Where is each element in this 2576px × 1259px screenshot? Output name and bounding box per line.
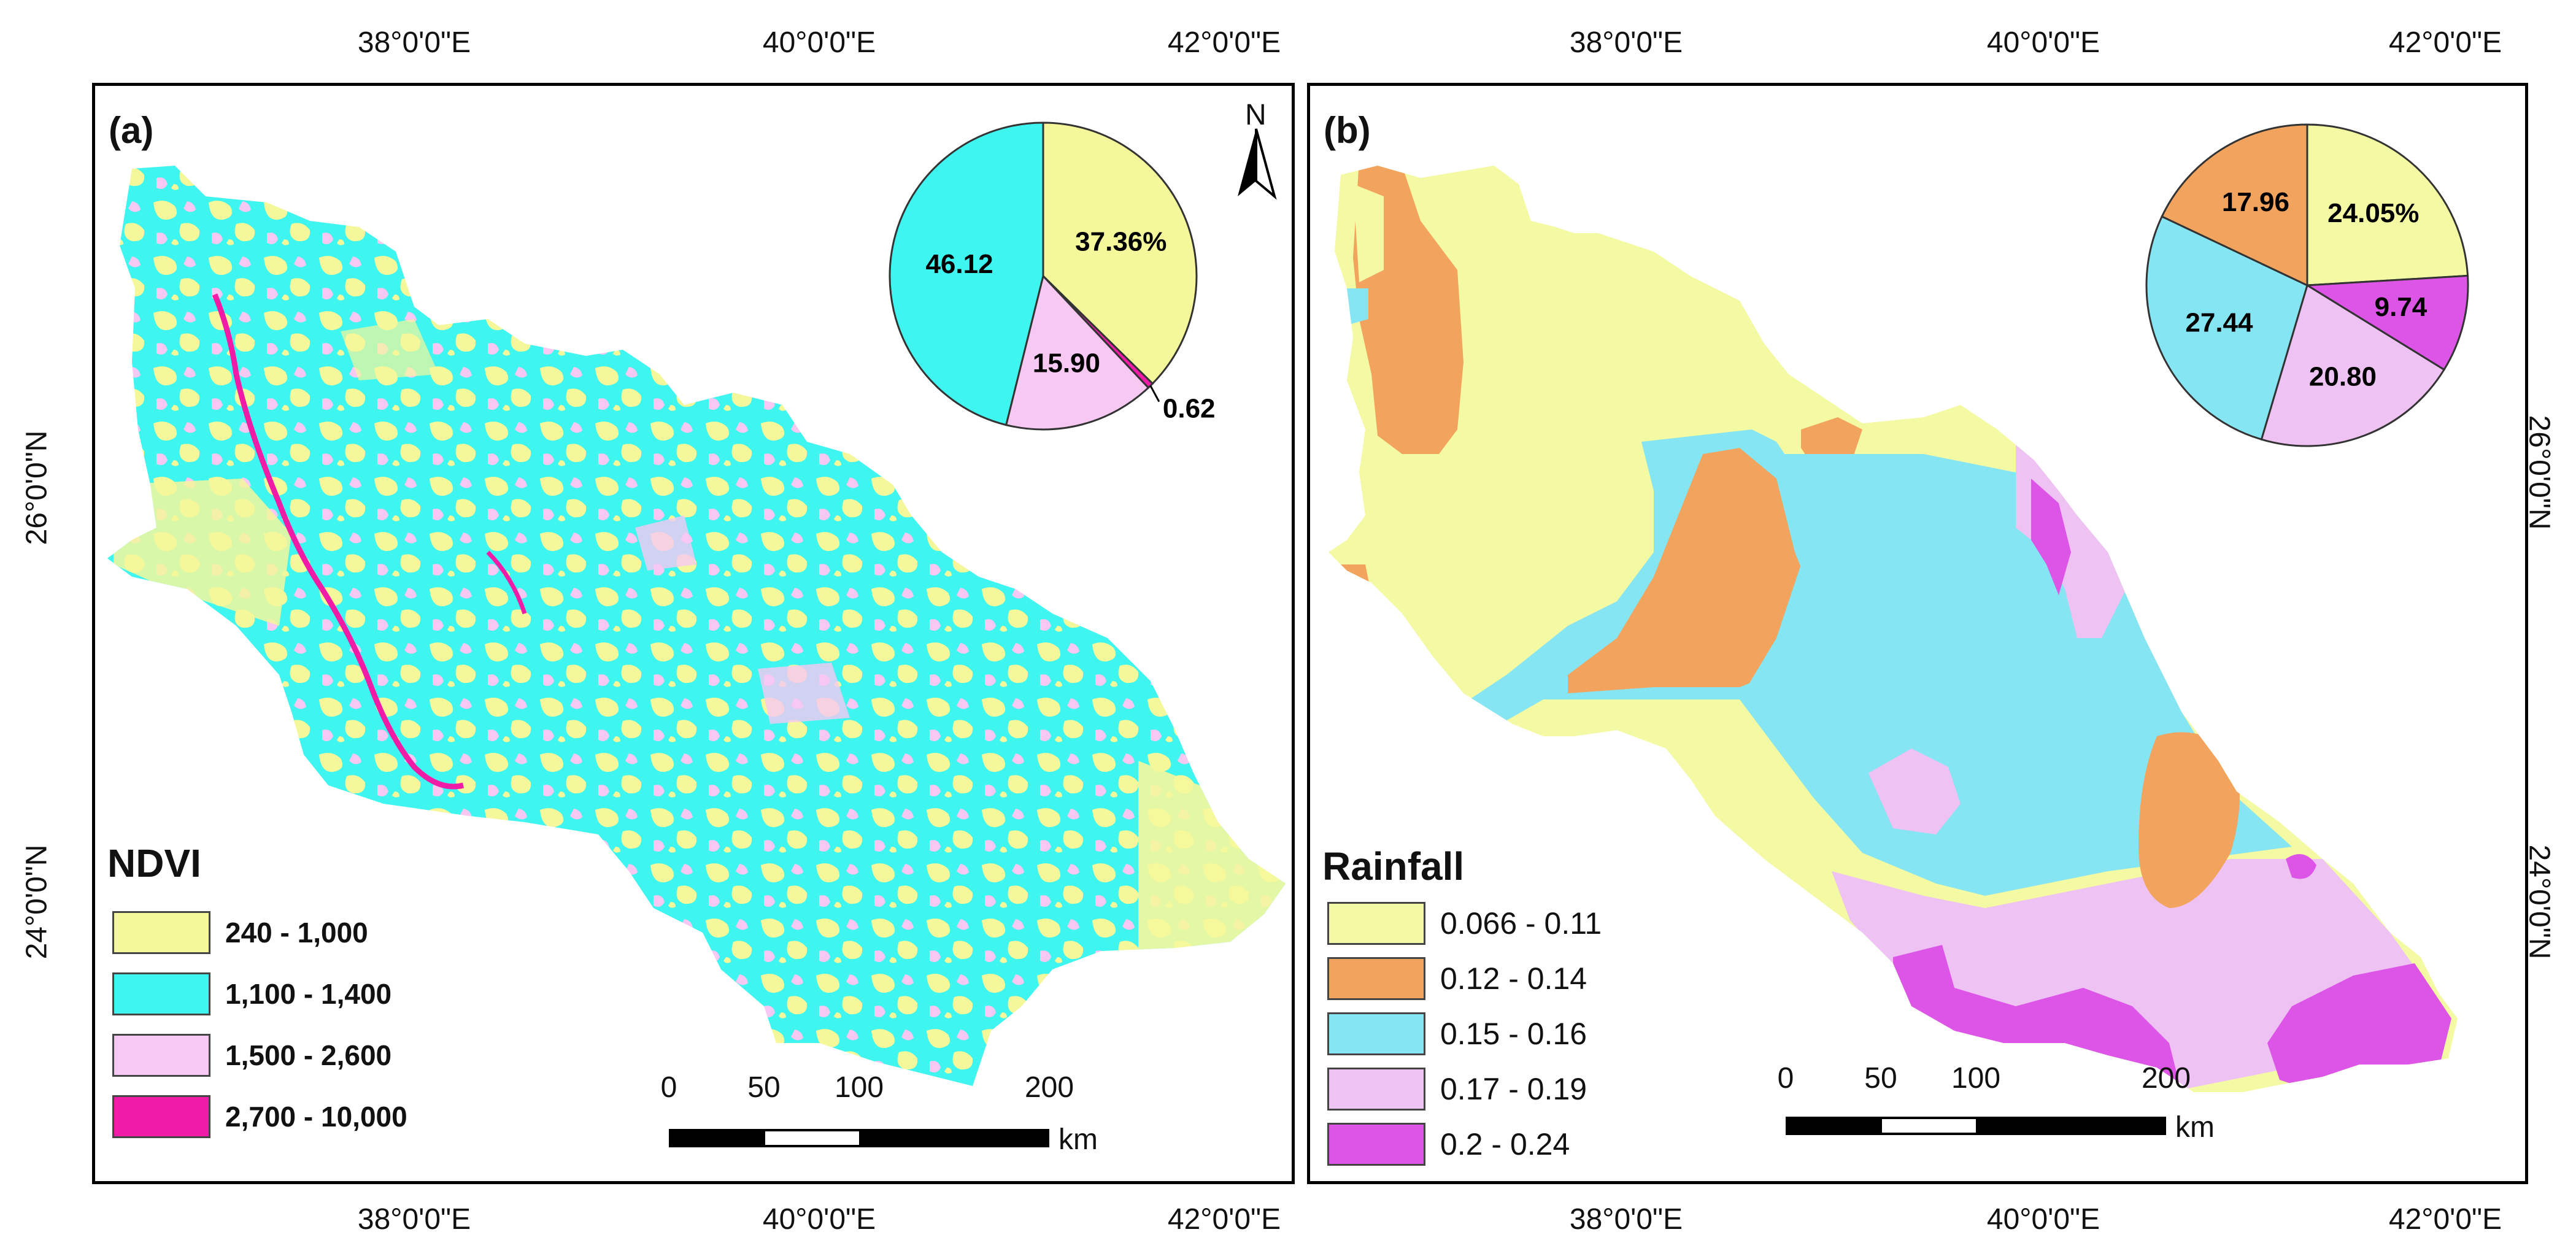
lon-tick-40-bottom-a: 40°0'0"E [762, 1203, 876, 1236]
lon-tick-38-top-a: 38°0'0"E [357, 26, 471, 59]
rainfall-swatch-5 [1327, 1123, 1425, 1166]
rainfall-pie-slice-label: 20.80 [2309, 361, 2377, 391]
rainfall-legend-item: 0.17 - 0.19 [1327, 1068, 1587, 1111]
ndvi-legend-item: 2,700 - 10,000 [112, 1095, 407, 1138]
north-arrow-icon [1238, 128, 1277, 200]
ndvi-legend-label-3: 1,500 - 2,600 [225, 1039, 392, 1071]
rainfall-pie-slice-label: 24.05% [2327, 198, 2419, 228]
ndvi-scale-bar [669, 1129, 1049, 1147]
ndvi-pie-slice-label: 15.90 [1033, 348, 1100, 379]
scale-tick: 0 [1777, 1062, 1794, 1095]
ndvi-legend-title: NDVI [107, 841, 201, 885]
ndvi-scale-labels: 0 50 100 200 [95, 1071, 1292, 1107]
rainfall-swatch-2 [1327, 957, 1425, 1000]
lat-tick-26-a: 26°0'0"N [20, 430, 53, 545]
panel-b-label: (b) [1324, 110, 1371, 151]
ndvi-pie-slice-label: 37.36% [1075, 226, 1167, 256]
north-arrow: N [1232, 98, 1281, 209]
rainfall-legend-item: 0.15 - 0.16 [1327, 1012, 1587, 1055]
lon-tick-38-bottom-a: 38°0'0"E [357, 1203, 471, 1236]
lon-tick-40-top-b: 40°0'0"E [1986, 26, 2100, 59]
scale-tick: 200 [1024, 1071, 1074, 1104]
lon-tick-42-bottom-a: 42°0'0"E [1167, 1203, 1281, 1236]
rainfall-swatch-4 [1327, 1068, 1425, 1111]
ndvi-pie-leader-line [1149, 385, 1160, 402]
ndvi-legend-label-4: 2,700 - 10,000 [225, 1101, 407, 1133]
ndvi-legend-item: 1,100 - 1,400 [112, 972, 391, 1015]
ndvi-pie-slice-label: 0.62 [1163, 393, 1216, 423]
lon-tick-40-bottom-b: 40°0'0"E [1986, 1203, 2100, 1236]
rainfall-swatch-1 [1327, 902, 1425, 945]
ndvi-pie-slice [889, 121, 1044, 426]
north-label: N [1245, 99, 1267, 131]
rainfall-legend-title: Rainfall [1322, 844, 1465, 888]
scale-tick: 100 [834, 1071, 884, 1104]
lon-tick-42-top-b: 42°0'0"E [2388, 26, 2502, 59]
high-ndvi-patch [486, 550, 527, 615]
ndvi-legend-label-1: 240 - 1,000 [225, 917, 368, 949]
high-ndvi-valley [212, 293, 465, 790]
ndvi-legend-label-2: 1,100 - 1,400 [225, 978, 392, 1010]
ndvi-swatch-3 [112, 1034, 210, 1077]
panel-rainfall: (b) 24.05% 9.74 20.80 27.44 17.96 Rainfall 0… [1307, 83, 2528, 1184]
rainfall-legend-label-3: 0.15 - 0.16 [1440, 1017, 1587, 1051]
ndvi-legend-item: 240 - 1,000 [112, 911, 368, 954]
rainfall-pie-slice [2304, 274, 2469, 371]
ndvi-legend-item: 1,500 - 2,600 [112, 1034, 391, 1077]
scale-tick: 50 [1864, 1062, 1897, 1095]
rainfall-pie-slice-label: 9.74 [2375, 292, 2428, 322]
rainfall-legend-label-4: 0.17 - 0.19 [1440, 1072, 1587, 1106]
rainfall-pie-chart: 24.05% 9.74 20.80 27.44 17.96 [2145, 123, 2469, 447]
rainfall-scale-bar [1786, 1117, 2166, 1135]
rainfall-pie-slice-label: 17.96 [2222, 187, 2289, 217]
lon-tick-42-bottom-b: 42°0'0"E [2388, 1203, 2502, 1236]
rainfall-pie-slice [2306, 123, 2469, 287]
rainfall-scale-unit: km [2175, 1111, 2215, 1144]
ndvi-swatch-2 [112, 972, 210, 1015]
rainfall-scale-labels: 0 50 100 200 [1310, 1061, 2525, 1098]
ndvi-swatch-1 [112, 911, 210, 954]
ndvi-swatch-4 [112, 1095, 210, 1138]
rainfall-pie-slice [2260, 283, 2446, 447]
ndvi-pie-slice-label: 46.12 [925, 249, 993, 279]
lon-tick-38-top-b: 38°0'0"E [1569, 26, 1683, 59]
rainfall-legend-item: 0.12 - 0.14 [1327, 957, 1587, 1000]
ndvi-pie-chart: 37.36% 0.62 15.90 46.12 [889, 121, 1216, 431]
rainfall-legend-label-5: 0.2 - 0.24 [1440, 1127, 1570, 1161]
panel-a-label: (a) [109, 110, 154, 151]
rainfall-legend-label-2: 0.12 - 0.14 [1440, 961, 1587, 996]
rainfall-legend-item: 0.066 - 0.11 [1327, 902, 1602, 945]
scale-tick: 200 [2141, 1062, 2191, 1095]
panel-ndvi: (a) 37.36% 0.62 15.90 46.12 N NDVI 240 - 1,… [92, 83, 1295, 1184]
rainfall-pie-slice [2145, 215, 2308, 441]
rainfall-legend-label-1: 0.066 - 0.11 [1440, 906, 1602, 941]
rainfall-pie-slice-label: 27.44 [2185, 308, 2253, 338]
rainfall-pie-slice [2161, 123, 2308, 287]
lat-tick-24-a: 24°0'0"N [20, 844, 53, 960]
lon-tick-40-top-a: 40°0'0"E [762, 26, 876, 59]
ndvi-pie-slice [1005, 274, 1150, 431]
scale-tick: 100 [1951, 1062, 2001, 1095]
ndvi-pie-slice [1042, 121, 1198, 385]
lon-tick-42-top-a: 42°0'0"E [1167, 26, 1281, 59]
rainfall-swatch-3 [1327, 1012, 1425, 1055]
lon-tick-38-bottom-b: 38°0'0"E [1569, 1203, 1683, 1236]
ndvi-scale-unit: km [1059, 1123, 1098, 1156]
scale-tick: 0 [660, 1071, 677, 1104]
scale-tick: 50 [747, 1071, 781, 1104]
rainfall-legend-item: 0.2 - 0.24 [1327, 1123, 1570, 1166]
